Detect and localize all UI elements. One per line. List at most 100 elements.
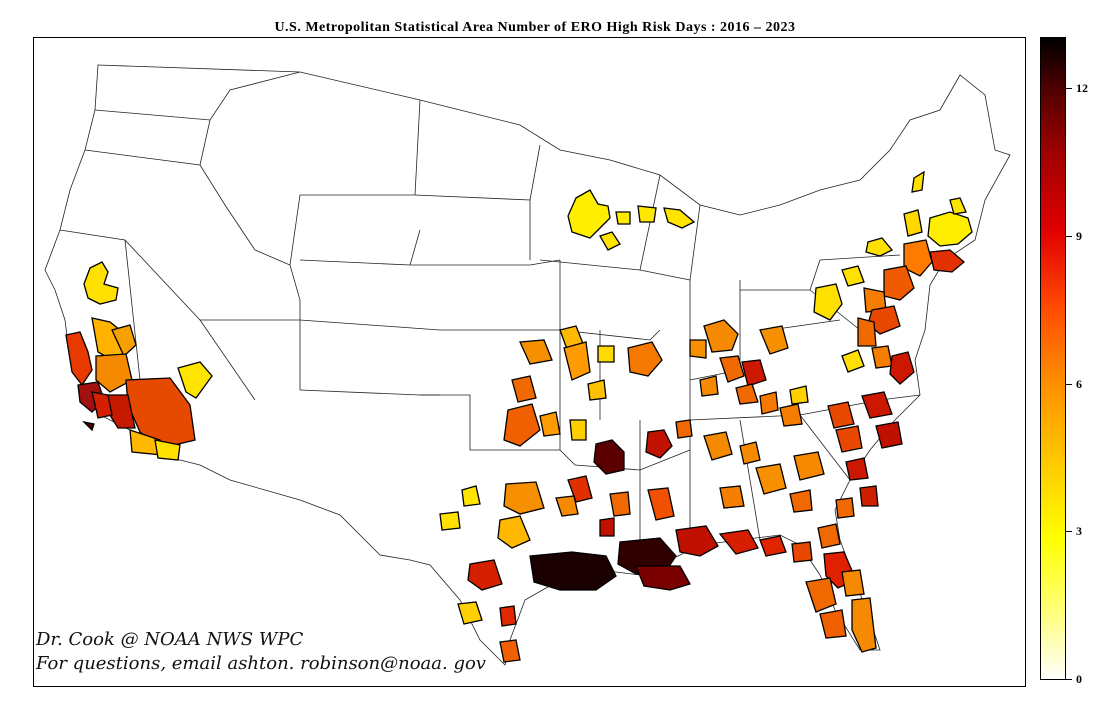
colorbar-tick-label: 6 [1076,377,1082,391]
metro-pensacola [718,529,759,555]
colorbar-tick-label: 0 [1076,672,1082,686]
metro-columbus-oh [759,325,789,355]
metro-burlington [911,170,925,193]
metro-st-louis [627,341,663,377]
metro-knoxville [779,403,803,427]
metro-mcallen [499,639,521,663]
metro-lexington [759,391,779,415]
metro-jackson-ms [647,487,675,521]
metro-indianapolis [719,355,745,383]
colorbar-tick [1066,88,1072,89]
metro-eau-claire [615,211,631,225]
metro-roanoke [841,349,865,373]
metro-memphis [645,429,673,459]
metro-houston [529,551,617,591]
metro-sf-bay [83,261,119,305]
metro-texarkana [555,495,579,517]
metro-chattanooga [739,441,761,465]
metro-areas [65,170,973,663]
metro-las-vegas [177,361,213,399]
metro-new-orleans [635,565,691,591]
colorbar-tick-label: 9 [1076,229,1082,243]
metro-pittsburgh [813,283,843,321]
metro-yuma [154,439,181,461]
metro-victoria [499,605,517,627]
map-frame [33,37,1026,687]
metro-jacksonville [817,523,841,549]
metro-syracuse [865,237,894,257]
colorbar-tick [1066,384,1072,385]
colorbar-tick-label: 3 [1076,524,1082,538]
metro-fresno [95,353,133,393]
metro-corpus [457,601,483,625]
metro-richmond [871,345,893,369]
map-title: U.S. Metropolitan Statistical Area Numbe… [274,20,796,35]
metro-chicago [703,319,739,353]
metro-springfield-mo [587,379,607,401]
metro-orange [91,391,113,419]
metro-little-rock [593,439,625,475]
metro-midland [461,485,481,507]
metro-miami [851,597,877,653]
metro-san-antonio [467,559,503,591]
metro-louisville [735,383,759,405]
metro-atlanta [793,451,825,481]
metro-albany [903,209,923,237]
metro-panama [759,535,787,557]
metro-kansas-city-area [519,339,553,365]
metro-peoria [689,339,707,359]
metro-charleston [859,485,879,507]
credit-contact: For questions, email ashton. robinson@no… [36,653,486,674]
metro-savannah [835,497,855,519]
colorbar-tick-label: 12 [1076,81,1088,95]
metro-dc [857,317,877,347]
metro-ny-2 [903,239,933,277]
metro-columbia-mo [597,345,615,363]
metro-tyler [599,517,615,537]
colorbar-tick [1066,679,1072,680]
colorbar-tick [1066,236,1072,237]
metro-montgomery [719,485,745,509]
metro-daytona [841,569,865,597]
metro-san-angelo [439,511,461,531]
metro-new-england-1 [927,211,973,247]
metro-evansville [699,375,719,397]
metro-jackson-tn [675,419,693,439]
metro-birmingham [755,463,787,495]
metro-columbus-ga [789,489,813,513]
metro-fort-smith [539,411,561,437]
metro-charlotte [827,401,855,429]
metro-rochester-mn [599,231,621,251]
metro-wilmington [875,421,903,449]
metro-new-england-2 [949,197,967,215]
metro-ft-myers [819,609,847,639]
metro-cincinnati [741,359,767,387]
metro-lawton [569,419,587,441]
metro-austin [497,515,531,549]
colorbar [1040,37,1066,680]
metro-omaha [563,341,591,381]
metro-mobile [675,525,719,557]
metro-channel-islands [82,420,95,432]
metro-raleigh [861,391,893,419]
metro-greensboro [835,425,863,453]
metro-dallas [503,481,545,515]
metro-ny [929,249,966,273]
metro-columbia-sc [845,457,869,481]
metro-wv [789,385,809,405]
metro-central-coast [65,331,93,387]
metro-ok-city [503,403,541,447]
metro-tulsa [511,375,537,403]
metro-buffalo [841,265,865,287]
metro-monroe [609,491,631,517]
metro-nashville [703,431,733,461]
colorbar-tick [1066,531,1072,532]
metro-minneapolis [567,189,611,239]
metro-modesto [111,324,137,358]
credit-author: Dr. Cook @ NOAA NWS WPC [36,629,304,650]
metro-tallahassee [791,541,813,563]
metro-tampa [805,577,837,613]
metro-norfolk [889,351,915,385]
metro-wausau [637,205,657,223]
